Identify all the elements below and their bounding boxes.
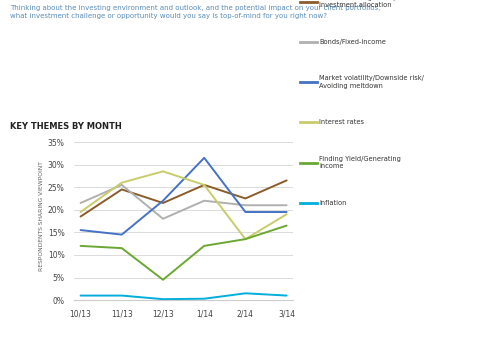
Text: Market volatility/Downside risk/
Avoiding meltdown: Market volatility/Downside risk/ Avoidin… xyxy=(319,75,424,89)
Text: Bonds/Fixed-income: Bonds/Fixed-income xyxy=(319,39,386,45)
Text: Interest rates: Interest rates xyxy=(319,119,364,125)
Text: Inflation: Inflation xyxy=(319,200,347,206)
Text: Finding Yield/Generating
income: Finding Yield/Generating income xyxy=(319,156,401,169)
Text: Thinking about the investing environment and outlook, and the potential impact o: Thinking about the investing environment… xyxy=(10,5,380,19)
Y-axis label: RESPONDENTS SHARING VIEWPOINT: RESPONDENTS SHARING VIEWPOINT xyxy=(38,162,44,271)
Text: KEY THEMES BY MONTH: KEY THEMES BY MONTH xyxy=(10,122,121,131)
Text: Portfolio management/
Investment allocation: Portfolio management/ Investment allocat… xyxy=(319,0,396,9)
